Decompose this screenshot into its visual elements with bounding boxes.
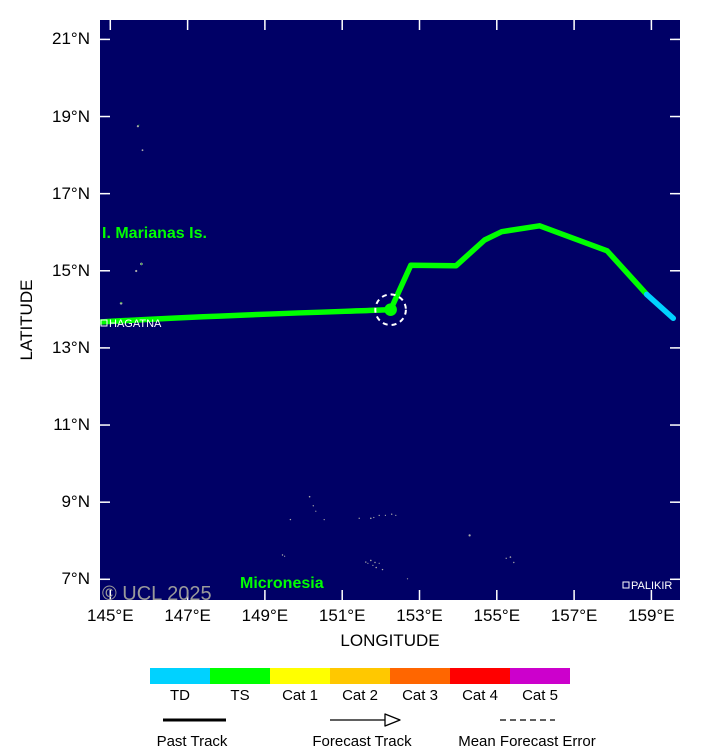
svg-text:Micronesia: Micronesia xyxy=(240,575,324,592)
svg-text:Cat 1: Cat 1 xyxy=(282,687,318,704)
svg-text:Past Track: Past Track xyxy=(157,733,228,750)
svg-text:HAGATNA: HAGATNA xyxy=(109,318,162,330)
svg-text:Cat 4: Cat 4 xyxy=(462,687,498,704)
svg-text:Cat 3: Cat 3 xyxy=(402,687,438,704)
svg-text:Mean Forecast Error: Mean Forecast Error xyxy=(458,733,596,750)
svg-text:TS: TS xyxy=(230,687,249,704)
svg-text:Cat 5: Cat 5 xyxy=(522,687,558,704)
svg-text:PALIKIR: PALIKIR xyxy=(631,580,672,592)
svg-text:Forecast Track: Forecast Track xyxy=(312,733,412,750)
svg-text:© UCL 2025: © UCL 2025 xyxy=(102,583,212,600)
svg-text:I. Marianas Is.: I. Marianas Is. xyxy=(102,225,207,242)
svg-text:Cat 2: Cat 2 xyxy=(342,687,378,704)
svg-text:TD: TD xyxy=(170,687,190,704)
